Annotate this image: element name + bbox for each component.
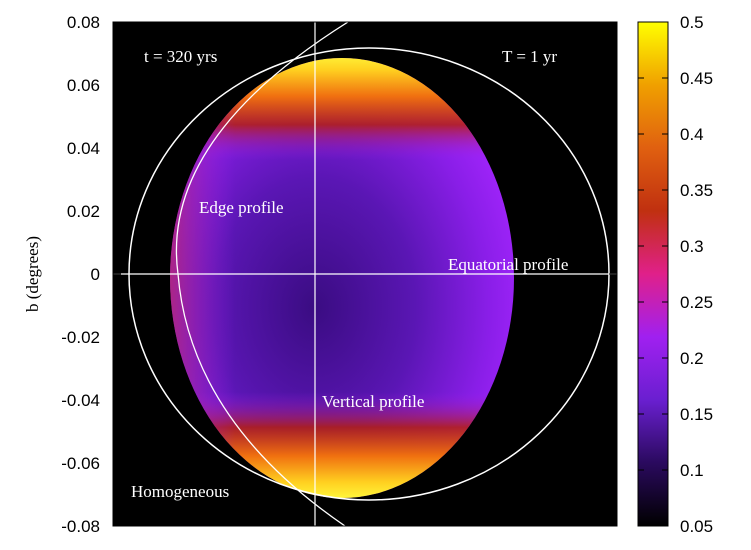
y-tick-label: -0.02 (61, 328, 100, 347)
annotation-vertical-profile: Vertical profile (322, 392, 424, 411)
y-tick-label: -0.08 (61, 517, 100, 536)
colorbar-tick-label: 0.4 (680, 125, 704, 144)
colorbar-tick-label: 0.25 (680, 293, 713, 312)
colorbar-tick-label: 0.2 (680, 349, 704, 368)
y-tick-label: 0.04 (67, 139, 100, 158)
y-axis: 0.08 0.06 0.04 0.02 0 -0.02 -0.04 -0.06 -0.08 (61, 13, 617, 536)
y-tick-label: 0.02 (67, 202, 100, 221)
y-tick-label: 0 (91, 265, 100, 284)
colorbar-tick-label: 0.45 (680, 69, 713, 88)
y-tick-label: -0.04 (61, 391, 100, 410)
colorbar-tick-label: 0.35 (680, 181, 713, 200)
y-tick-label: 0.06 (67, 76, 100, 95)
colorbar-tick-label: 0.5 (680, 13, 704, 32)
y-axis-label: b (degrees) (23, 236, 42, 312)
y-tick-label: -0.06 (61, 454, 100, 473)
edge-profile-arc (175, 22, 349, 526)
colorbar-tick-label: 0.05 (680, 517, 713, 536)
colorbar-tick-label: 0.3 (680, 237, 704, 256)
annotation-time: t = 320 yrs (144, 47, 217, 66)
colorbar (637, 21, 669, 527)
annotation-edge-profile: Edge profile (199, 198, 284, 217)
annotation-homogeneous: Homogeneous (131, 482, 229, 501)
colorbar-tick-label: 0.1 (680, 461, 704, 480)
colorbar-axis: 0.5 0.45 0.4 0.35 0.3 0.25 0.2 0.15 0.1 0.05 (638, 13, 713, 536)
y-tick-label: 0.08 (67, 13, 100, 32)
colorbar-tick-label: 0.15 (680, 405, 713, 424)
annotation-period: T = 1 yr (502, 47, 557, 66)
annotation-equatorial-profile: Equatorial profile (448, 255, 568, 274)
